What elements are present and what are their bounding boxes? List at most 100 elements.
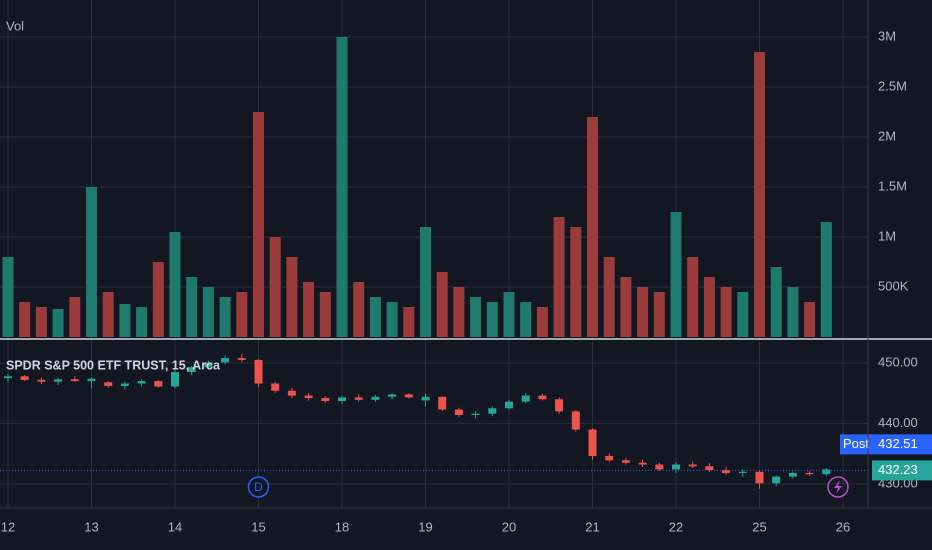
volume-bar bbox=[787, 287, 799, 337]
post-label-badge bbox=[840, 434, 872, 455]
x-tick-label: 18 bbox=[335, 519, 349, 534]
y-tick-label: 3M bbox=[878, 28, 896, 43]
candle-body bbox=[505, 401, 513, 409]
volume-bar bbox=[653, 292, 665, 337]
candle-body bbox=[54, 379, 63, 382]
volume-bar bbox=[670, 212, 682, 337]
volume-bar bbox=[386, 302, 398, 337]
volume-bar bbox=[286, 257, 298, 337]
volume-bar bbox=[403, 307, 415, 337]
volume-bar bbox=[804, 302, 816, 337]
lightning-icon[interactable] bbox=[834, 480, 842, 494]
volume-bar bbox=[186, 277, 198, 337]
candle-body bbox=[271, 383, 280, 391]
candle-body bbox=[104, 382, 113, 386]
volume-bar bbox=[637, 287, 649, 337]
x-tick-label: 14 bbox=[168, 519, 182, 534]
volume-title: Vol bbox=[6, 18, 24, 33]
x-tick-label: 21 bbox=[585, 519, 599, 534]
candle-body bbox=[137, 381, 146, 384]
volume-bar bbox=[219, 297, 231, 337]
volume-bar bbox=[737, 292, 749, 337]
volume-bar bbox=[69, 297, 81, 337]
candle-body bbox=[354, 397, 363, 400]
candle-body bbox=[688, 464, 697, 467]
volume-bar bbox=[119, 304, 131, 337]
volume-bar bbox=[86, 187, 97, 337]
y-tick-label: 2M bbox=[878, 128, 896, 143]
candle-body bbox=[388, 394, 397, 397]
volume-bar bbox=[453, 287, 465, 337]
candle-body bbox=[571, 411, 580, 430]
candle-body bbox=[254, 359, 263, 384]
x-tick-label: 26 bbox=[836, 519, 850, 534]
x-tick-label: 13 bbox=[84, 519, 98, 534]
x-tick-label: 19 bbox=[418, 519, 432, 534]
dividend-marker[interactable]: D bbox=[247, 476, 270, 498]
volume-bar bbox=[820, 222, 832, 337]
candle-body bbox=[187, 367, 196, 373]
y-tick-label: 440.00 bbox=[878, 415, 918, 430]
volume-bar bbox=[587, 117, 598, 337]
candle-body bbox=[722, 469, 731, 473]
volume-bar bbox=[319, 292, 331, 337]
volume-bar bbox=[503, 292, 515, 337]
candle-body bbox=[438, 396, 447, 410]
last-price: 432.23 bbox=[878, 462, 918, 477]
candle-body bbox=[621, 460, 630, 463]
candle-body bbox=[120, 383, 129, 386]
candle-body bbox=[755, 471, 764, 484]
volume-bar bbox=[420, 227, 431, 337]
candle-body bbox=[805, 472, 814, 475]
volume-bar bbox=[436, 272, 448, 337]
volume-bar bbox=[603, 257, 615, 337]
volume-bar bbox=[169, 232, 181, 337]
candle-body bbox=[154, 381, 163, 387]
candle-body bbox=[4, 376, 12, 379]
volume-bar bbox=[202, 287, 214, 337]
lightning-marker[interactable] bbox=[827, 476, 849, 498]
candle-body bbox=[788, 472, 797, 477]
candle-body bbox=[471, 413, 480, 415]
candle-body bbox=[555, 399, 564, 412]
volume-bar bbox=[269, 237, 281, 337]
volume-bar bbox=[236, 292, 248, 337]
candle-body bbox=[672, 464, 680, 470]
volume-bar bbox=[353, 282, 365, 337]
volume-bar bbox=[770, 267, 782, 337]
x-tick-label: 15 bbox=[251, 519, 265, 534]
candle-body bbox=[738, 471, 747, 473]
lightning-circle[interactable] bbox=[827, 476, 849, 498]
candle-body bbox=[304, 395, 313, 399]
volume-bar bbox=[687, 257, 699, 337]
symbol-title: SPDR S&P 500 ETF TRUST, 15, Arca bbox=[6, 358, 221, 372]
post-price: 432.51 bbox=[878, 436, 918, 451]
x-tick-label: 12 bbox=[1, 519, 15, 534]
volume-bar bbox=[2, 257, 14, 337]
candle-body bbox=[338, 397, 346, 402]
candle-body bbox=[20, 376, 29, 380]
y-tick-label: 2.5M bbox=[878, 78, 907, 93]
volume-bar bbox=[35, 307, 47, 337]
dividend-letter[interactable]: D bbox=[254, 480, 263, 494]
volume-bar bbox=[152, 262, 164, 337]
candle-body bbox=[70, 379, 79, 382]
candle-body bbox=[371, 396, 380, 400]
volume-bar bbox=[620, 277, 632, 337]
volume-bar bbox=[253, 112, 264, 337]
candle-body bbox=[822, 469, 831, 475]
candle-body bbox=[171, 372, 179, 387]
volume-bar bbox=[754, 52, 765, 337]
candle-body bbox=[655, 464, 664, 470]
last-price-badge bbox=[872, 460, 932, 481]
post-label: Post bbox=[843, 436, 869, 451]
volume-bar bbox=[720, 287, 732, 337]
dividend-circle[interactable] bbox=[247, 476, 270, 498]
candle-body bbox=[588, 429, 597, 457]
volume-bar bbox=[336, 37, 348, 337]
candle-body bbox=[221, 358, 230, 363]
y-tick-label: 1.5M bbox=[878, 178, 907, 193]
volume-bar bbox=[470, 297, 482, 337]
candle-body bbox=[488, 408, 497, 414]
